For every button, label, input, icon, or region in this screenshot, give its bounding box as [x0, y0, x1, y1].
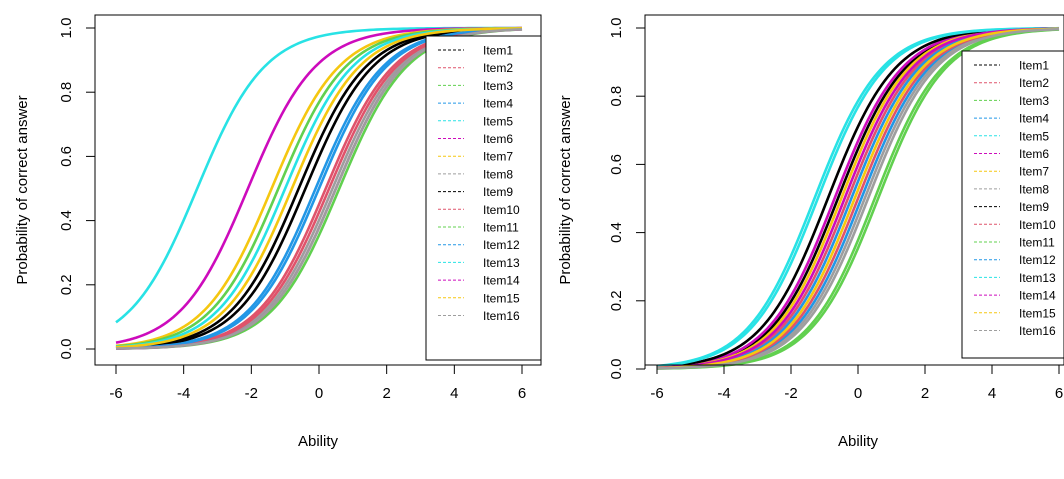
- y-tick-label: 0.6: [58, 146, 75, 167]
- legend-label: Item2: [1019, 76, 1049, 90]
- legend-label: Item12: [483, 238, 520, 252]
- legend-label: Item4: [483, 97, 513, 111]
- curve-item16: [656, 27, 1060, 370]
- legend-label: Item6: [483, 132, 513, 146]
- y-tick-label: 0.8: [58, 82, 75, 103]
- x-tick-label: -2: [245, 385, 258, 402]
- legend-label: Item6: [1019, 147, 1049, 161]
- y-tick-label: 0.8: [608, 86, 625, 107]
- legend-label: Item5: [1019, 129, 1049, 143]
- legend-label: Item2: [483, 61, 513, 75]
- legend-label: Item1: [1019, 59, 1049, 73]
- legend: Item1 Item2 Item3 Item4 Item5 Item6 Item7 Item8…: [961, 50, 1064, 359]
- y-axis: 0.0 0.2 0.4 0.6 0.8 1.0: [58, 18, 96, 360]
- legend-label: Item16: [483, 309, 520, 323]
- legend-label: Item13: [483, 256, 520, 270]
- legend-label: Item14: [1019, 289, 1056, 303]
- x-tick-label: 6: [518, 385, 526, 402]
- chart-panel-left: -6 -4 -2 0 2 4 6 0.0 0.2 0.4 0.6 0.8 1.0 Ability Pr…: [14, 14, 542, 450]
- legend-label: Item4: [1019, 112, 1049, 126]
- x-tick-label: -2: [784, 385, 797, 402]
- y-tick-label: 0.2: [58, 274, 75, 295]
- x-tick-label: 0: [315, 385, 323, 402]
- y-axis-label: Probability of correct answer: [557, 95, 574, 284]
- legend-label: Item8: [483, 167, 513, 181]
- legend-label: Item5: [483, 114, 513, 128]
- legend-label: Item9: [483, 185, 513, 199]
- y-tick-label: 0.4: [608, 222, 625, 243]
- legend-box: [961, 50, 1064, 359]
- legend-label: Item12: [1019, 253, 1056, 267]
- legend-label: Item10: [1019, 218, 1056, 232]
- legend-label: Item13: [1019, 271, 1056, 285]
- y-tick-label: 1.0: [58, 18, 75, 39]
- chart-panel-right: -6 -4 -2 0 2 4 6 0.0 0.2 0.4 0.6 0.8 1.0 Ability Pr…: [557, 14, 1064, 450]
- y-tick-label: 0.6: [608, 154, 625, 175]
- legend-label: Item15: [483, 291, 520, 305]
- curve-item12: [115, 27, 523, 350]
- legend-label: Item7: [1019, 165, 1049, 179]
- x-tick-label: -4: [717, 385, 730, 402]
- x-tick-label: 4: [450, 385, 458, 402]
- x-tick-label: 2: [382, 385, 390, 402]
- x-tick-label: 4: [988, 385, 996, 402]
- y-tick-label: 0.2: [608, 290, 625, 311]
- curve-item14: [656, 27, 1060, 370]
- curve-group: [115, 26, 523, 350]
- y-tick-label: 0.0: [58, 339, 75, 360]
- y-tick-label: 0.0: [608, 359, 625, 380]
- x-tick-label: 6: [1055, 385, 1063, 402]
- legend-label: Item11: [483, 221, 519, 235]
- curve-item15: [115, 27, 523, 349]
- legend-label: Item7: [483, 150, 513, 164]
- x-tick-label: -6: [109, 385, 122, 402]
- legend: Item1 Item2 Item3 Item4 Item5 Item6 Item7 Item8…: [425, 35, 542, 361]
- x-tick-label: -4: [177, 385, 190, 402]
- legend-label: Item11: [1019, 236, 1055, 250]
- curve-group: [656, 26, 1060, 370]
- legend-label: Item1: [483, 44, 513, 58]
- legend-label: Item9: [1019, 200, 1049, 214]
- legend-box: [425, 35, 542, 361]
- x-tick-label: 2: [921, 385, 929, 402]
- y-axis-label: Probability of correct answer: [14, 95, 31, 284]
- legend-label: Item3: [483, 79, 513, 93]
- x-axis: -6 -4 -2 0 2 4 6: [650, 364, 1063, 402]
- x-axis: -6 -4 -2 0 2 4 6: [109, 364, 526, 402]
- x-tick-label: -6: [650, 385, 663, 402]
- y-tick-label: 1.0: [608, 18, 625, 39]
- x-axis-label: Ability: [298, 433, 339, 450]
- x-tick-label: 0: [854, 385, 862, 402]
- legend-label: Item8: [1019, 182, 1049, 196]
- legend-label: Item15: [1019, 306, 1056, 320]
- curve-item15: [656, 27, 1060, 370]
- y-tick-label: 0.4: [58, 210, 75, 231]
- y-axis: 0.0 0.2 0.4 0.6 0.8 1.0: [608, 18, 646, 380]
- legend-label: Item16: [1019, 324, 1056, 338]
- legend-label: Item14: [483, 274, 520, 288]
- x-axis-label: Ability: [838, 433, 879, 450]
- curve-item13: [656, 26, 1060, 368]
- legend-label: Item3: [1019, 94, 1049, 108]
- legend-label: Item10: [483, 203, 520, 217]
